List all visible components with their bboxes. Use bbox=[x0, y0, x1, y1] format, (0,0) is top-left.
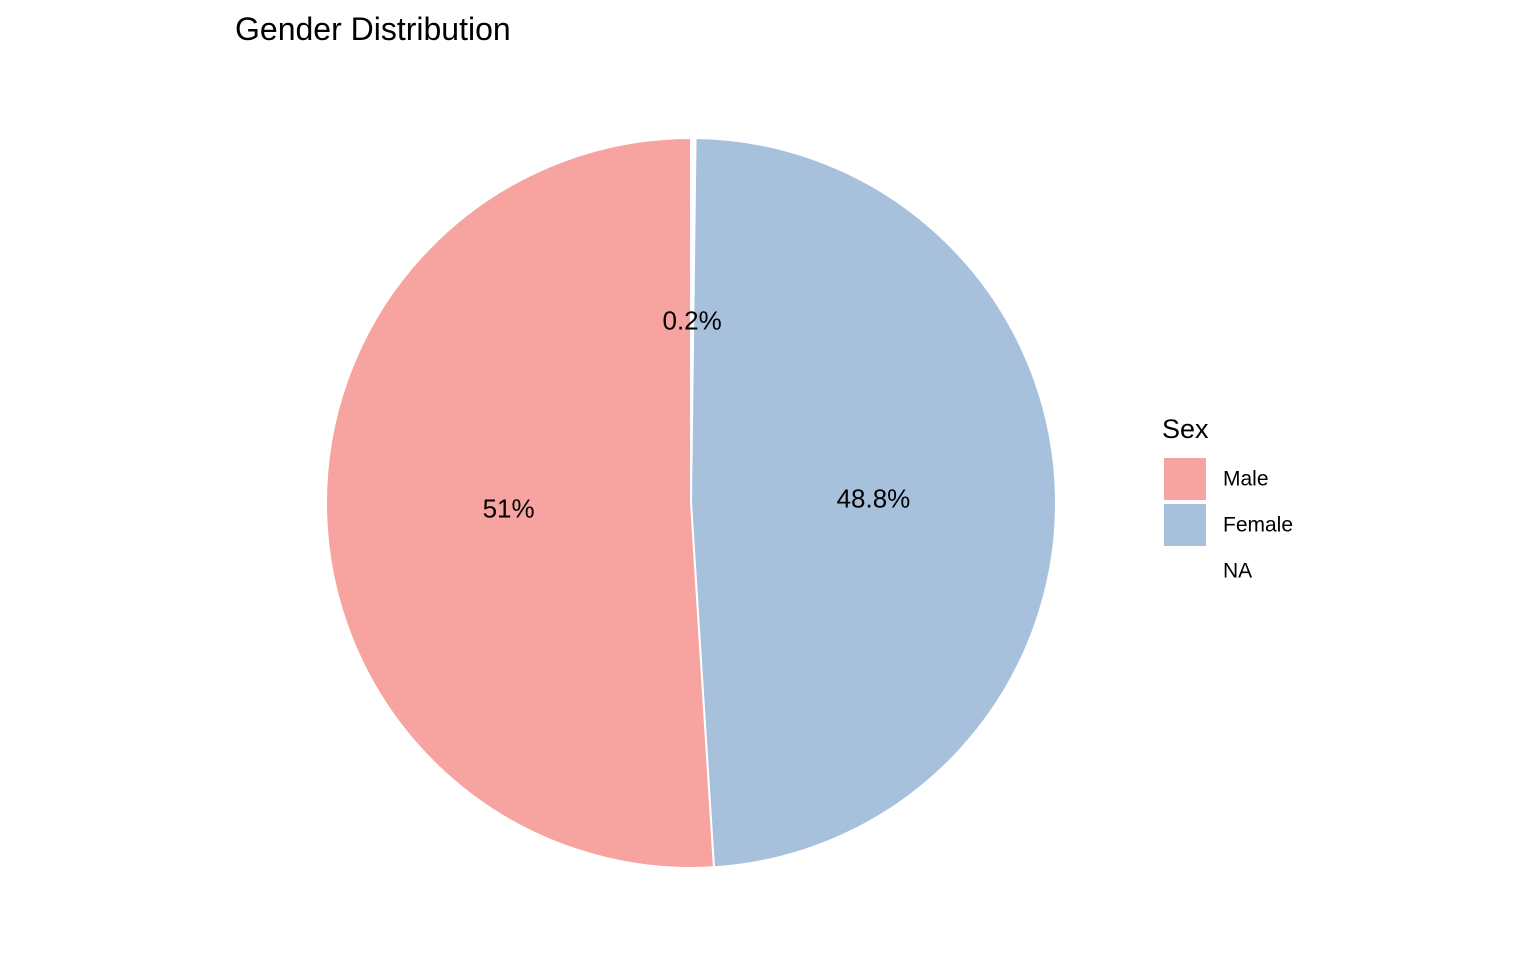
legend-key-female bbox=[1162, 502, 1208, 548]
slice-label-male: 51% bbox=[483, 494, 535, 524]
legend-title: Sex bbox=[1162, 414, 1209, 444]
slice-labels: 0.2% 48.8% 51% bbox=[483, 306, 911, 524]
legend: Sex Male Female NA bbox=[1162, 414, 1293, 594]
slice-label-na: 0.2% bbox=[663, 306, 722, 336]
legend-label-female: Female bbox=[1223, 514, 1293, 537]
legend-label-na: NA bbox=[1223, 560, 1252, 583]
pie-slice-male bbox=[325, 136, 715, 869]
legend-label-male: Male bbox=[1223, 468, 1269, 491]
slice-label-female: 48.8% bbox=[837, 483, 911, 513]
chart-title: Gender Distribution bbox=[235, 11, 511, 47]
legend-key-male bbox=[1162, 456, 1208, 502]
pie-slice-female bbox=[689, 137, 1057, 869]
pie-slices bbox=[325, 136, 1057, 869]
legend-key-na bbox=[1162, 548, 1208, 594]
